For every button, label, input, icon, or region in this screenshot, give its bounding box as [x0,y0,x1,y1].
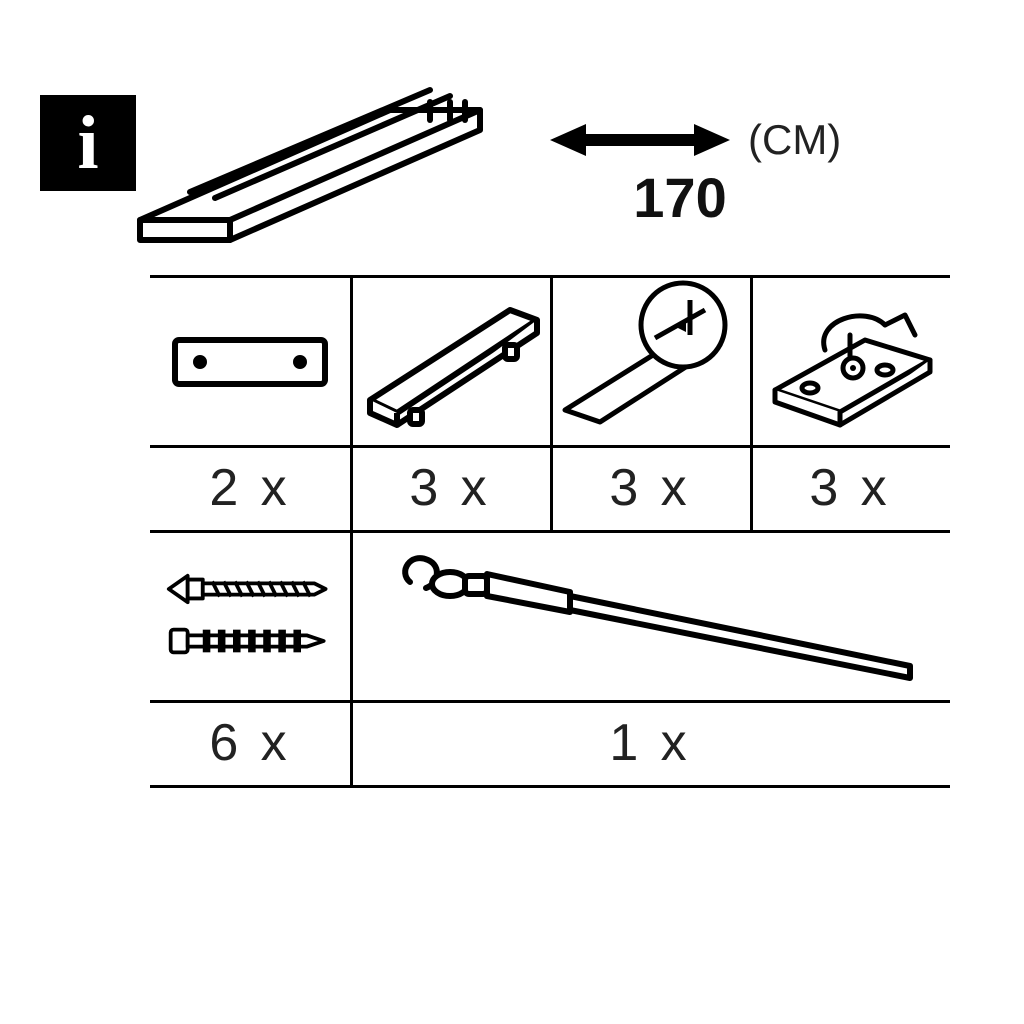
assembly-parts-diagram: i [0,0,1024,1024]
screws-drawing [150,530,350,700]
grid-line [150,785,950,788]
screws-qty: 6 x [150,700,350,785]
panel-drawing [550,275,750,445]
glider-drawing [350,275,550,445]
bracket-drawing [750,275,950,445]
wand-qty: 1 x [350,700,950,785]
width-value: 170 [550,165,810,230]
unit-label: (CM) [748,116,841,164]
width-arrow-row: (CM) [550,110,950,170]
wand-drawing [350,530,950,700]
rail-track-drawing [130,80,490,260]
info-icon: i [40,95,136,191]
double-arrow-icon [550,120,730,160]
endcap-qty: 2 x [150,445,350,530]
bracket-qty: 3 x [750,445,950,530]
info-letter: i [77,105,98,181]
endcap-drawing [150,275,350,445]
panel-qty: 3 x [550,445,750,530]
glider-qty: 3 x [350,445,550,530]
